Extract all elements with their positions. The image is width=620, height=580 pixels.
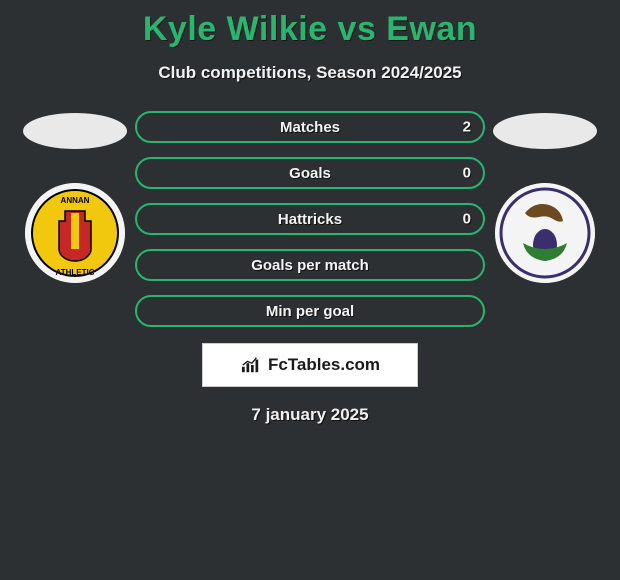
stat-label: Hattricks <box>278 211 342 228</box>
stats-rows: Matches 2 Goals 0 Hattricks 0 Goals per … <box>135 111 485 327</box>
left-player-placeholder <box>23 113 127 149</box>
right-club-badge <box>495 183 595 283</box>
stat-row-hattricks: Hattricks 0 <box>135 203 485 235</box>
annan-athletic-icon: ANNAN ATHLETIC <box>25 183 125 283</box>
stat-label: Goals per match <box>251 257 369 274</box>
stat-right-value: 2 <box>463 119 471 136</box>
right-player-placeholder <box>493 113 597 149</box>
left-club-badge: ANNAN ATHLETIC <box>25 183 125 283</box>
stat-row-goals-per-match: Goals per match <box>135 249 485 281</box>
stat-label: Matches <box>280 119 340 136</box>
subtitle: Club competitions, Season 2024/2025 <box>0 63 620 83</box>
svg-text:ANNAN: ANNAN <box>61 196 90 205</box>
stat-row-min-per-goal: Min per goal <box>135 295 485 327</box>
footer-date: 7 january 2025 <box>0 405 620 425</box>
left-column: ANNAN ATHLETIC <box>15 111 135 283</box>
stat-label: Min per goal <box>266 303 354 320</box>
main-layout: ANNAN ATHLETIC Matches 2 Goals 0 Hattric… <box>0 111 620 327</box>
stat-label: Goals <box>289 165 331 182</box>
right-column <box>485 111 605 283</box>
svg-text:ATHLETIC: ATHLETIC <box>56 268 95 277</box>
stat-right-value: 0 <box>463 165 471 182</box>
stat-row-goals: Goals 0 <box>135 157 485 189</box>
inverness-ct-icon <box>495 183 595 283</box>
brand-box[interactable]: FcTables.com <box>202 343 418 387</box>
stat-right-value: 0 <box>463 211 471 228</box>
bar-chart-icon <box>240 356 262 374</box>
stat-row-matches: Matches 2 <box>135 111 485 143</box>
page-title: Kyle Wilkie vs Ewan <box>0 0 620 49</box>
brand-text: FcTables.com <box>268 355 380 375</box>
